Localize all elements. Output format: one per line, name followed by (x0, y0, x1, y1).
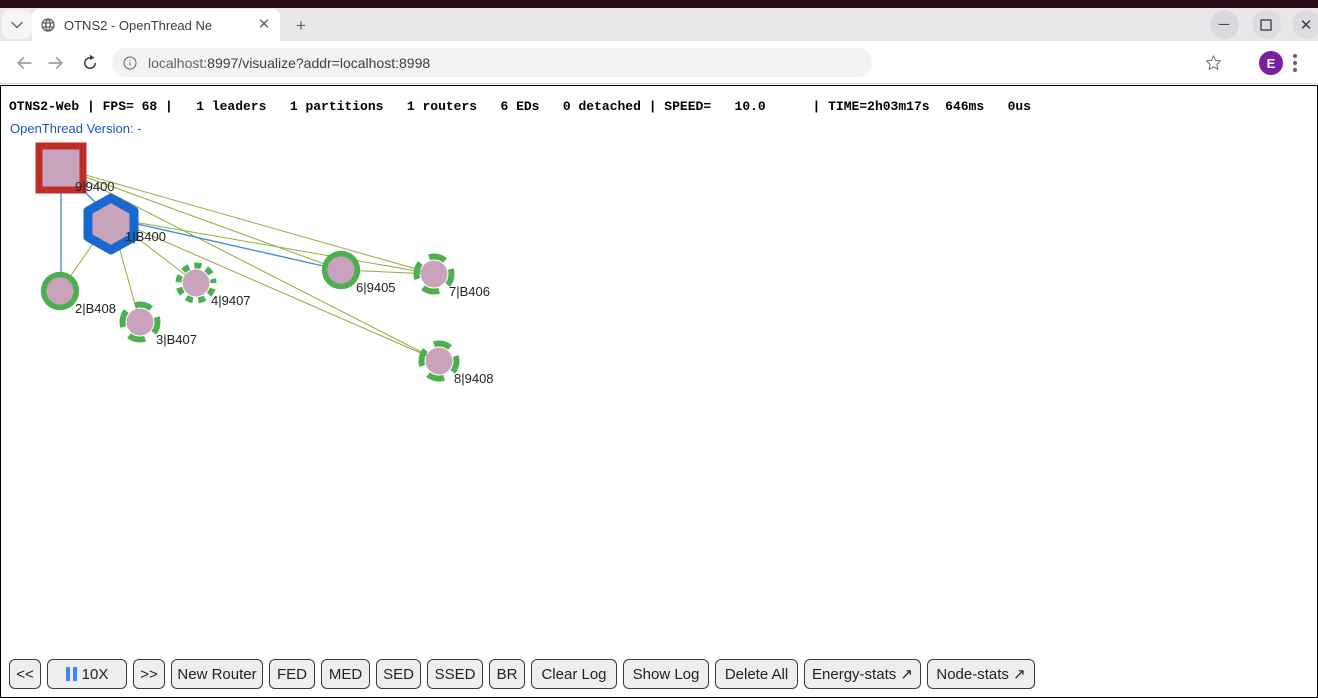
svg-text:8|9408: 8|9408 (454, 371, 494, 386)
svg-text:9|9400: 9|9400 (75, 179, 115, 194)
svg-text:1|B400: 1|B400 (125, 229, 166, 244)
svg-text:2|B408: 2|B408 (75, 301, 116, 316)
svg-text:7|B406: 7|B406 (449, 284, 490, 299)
svg-text:3|B407: 3|B407 (156, 332, 197, 347)
svg-text:4|9407: 4|9407 (211, 293, 251, 308)
svg-text:6|9405: 6|9405 (356, 280, 396, 295)
